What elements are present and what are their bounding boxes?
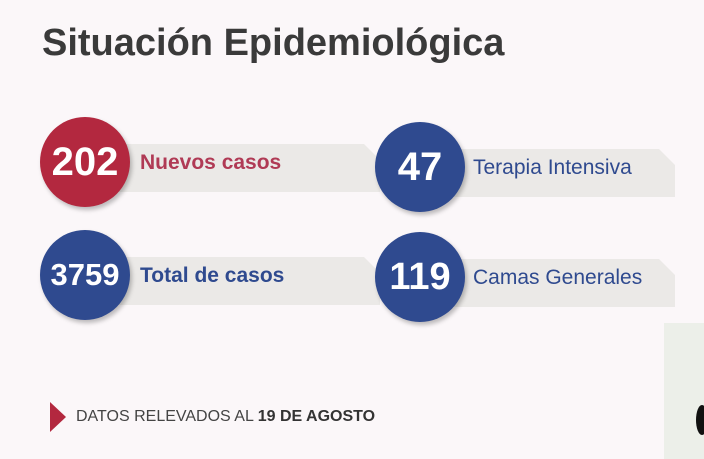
footer-prefix: DATOS RELEVADOS AL [76, 408, 258, 425]
stat-label: Camas Generales [473, 266, 643, 289]
label-band [80, 257, 380, 305]
footer-date: 19 DE AGOSTO [257, 408, 376, 425]
stat-value: 202 [40, 117, 130, 207]
triangle-marker-icon [50, 402, 66, 432]
stat-label: Nuevos casos [140, 151, 282, 174]
stat-value: 119 [375, 232, 465, 322]
data-date-note: DATOS RELEVADOS AL 19 DE AGOSTO [50, 402, 375, 432]
stat-label: Terapia Intensiva [473, 156, 632, 179]
stat-value: 3759 [40, 230, 130, 320]
video-inset [664, 323, 704, 459]
label-band [80, 144, 380, 192]
stat-label: Total de casos [140, 264, 285, 287]
page-title: Situación Epidemiológica [42, 22, 505, 64]
speaker-silhouette [696, 405, 704, 435]
stat-value: 47 [375, 122, 465, 212]
